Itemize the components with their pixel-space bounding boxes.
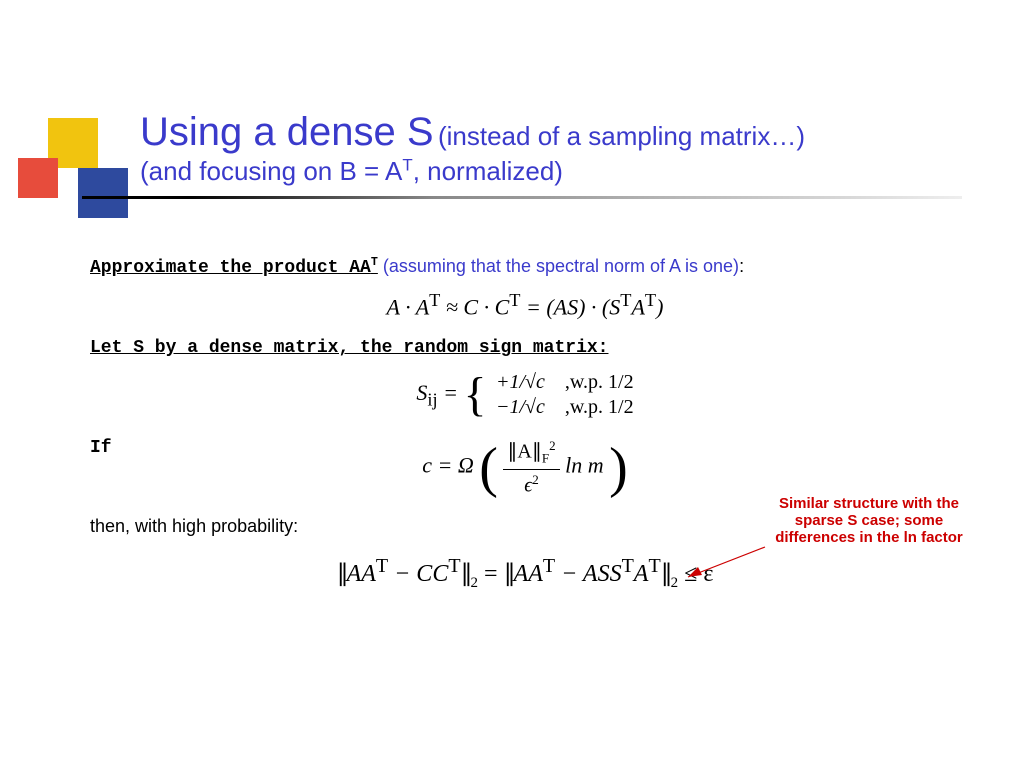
title-sub2: (and focusing on B = AT, normalized) — [140, 156, 563, 186]
deco-square-red — [18, 158, 58, 198]
line-let-s: Let S by a dense matrix, the random sign… — [90, 338, 960, 358]
title-rule — [82, 196, 962, 199]
l1-note: (assuming that the spectral norm of A is… — [378, 256, 739, 276]
l1-lead: Approximate the product AAT — [90, 258, 378, 278]
annotation-text: Similar structure with the sparse S case… — [754, 495, 984, 546]
arrow-icon — [680, 545, 770, 585]
equation-4: ∥AAT − CCT∥2 = ∥AAT − ASSTAT∥2 ≤ ε — [90, 555, 960, 592]
equation-1: A · AT ≈ C · CT = (AS) · (STAT) — [90, 290, 960, 320]
equation-2: Sij = { +1/√c ,w.p. 1/2 −1/√c ,w.p. 1/2 — [90, 370, 960, 420]
equation-3: c = Ω ( ∥A∥F2 ϵ2 ln m ) — [90, 438, 960, 497]
title-main: Using a dense S — [140, 110, 434, 154]
title-sub1: (instead of a sampling matrix…) — [438, 121, 805, 151]
slide-title: Using a dense S (instead of a sampling m… — [140, 110, 980, 187]
corner-decoration — [18, 118, 108, 208]
deco-square-blue — [78, 168, 128, 218]
slide-body: Approximate the product AAT (assuming th… — [90, 255, 960, 609]
line-approx-product: Approximate the product AAT (assuming th… — [90, 255, 960, 278]
